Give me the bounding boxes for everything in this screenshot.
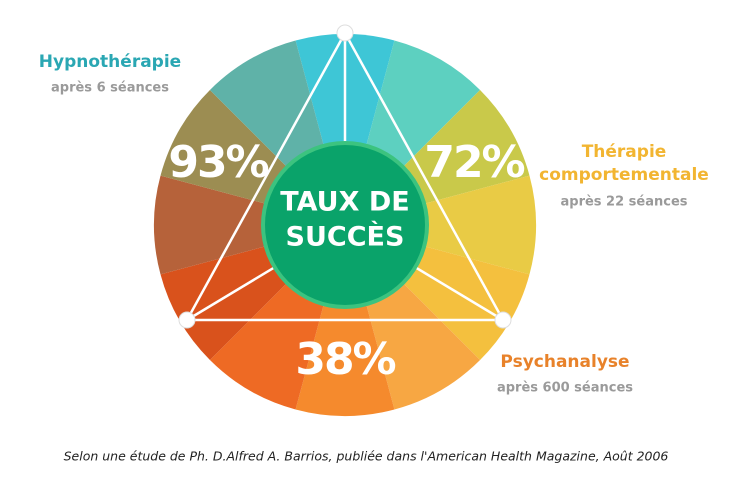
therapy-detail: après 6 séances [51,81,169,96]
vertex [336,24,354,42]
center-text: TAUX DE [280,187,409,218]
center-text: SUCCÈS [286,221,405,253]
center-circle [261,141,429,309]
percent: 38% [295,334,395,385]
therapy-label: Psychanalyse [500,352,629,372]
wedge [154,175,345,275]
therapy-label: comportementale [539,165,709,185]
therapy-label: Hypnothérapie [39,52,181,72]
therapy-detail: après 22 séances [560,195,687,210]
caption: Selon une étude de Ph. D.Alfred A. Barri… [64,449,669,464]
wedge [345,175,536,275]
vertex [494,311,512,329]
percent: 72% [424,137,524,188]
therapy-detail: après 600 séances [497,381,633,396]
therapy-label: Thérapie [582,142,667,162]
vertex [178,311,196,329]
percent: 93% [168,137,268,188]
